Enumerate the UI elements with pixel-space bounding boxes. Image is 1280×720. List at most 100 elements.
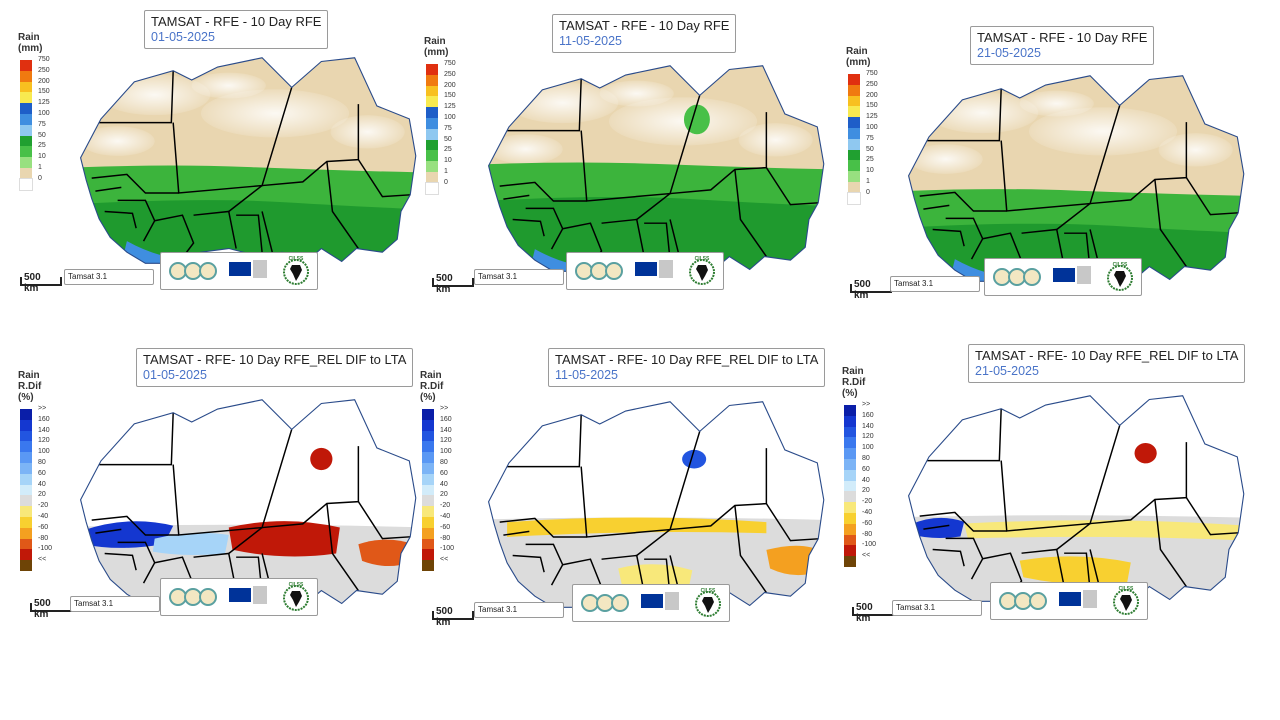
africa-icon: [702, 597, 714, 613]
country-border: [927, 88, 1002, 142]
sparse-cloud-area: [488, 134, 563, 164]
legend-tick-label: 125: [866, 113, 878, 121]
legend-heading: R.Dif: [842, 377, 866, 388]
legend-tick-label: -20: [862, 498, 873, 506]
sparse-cloud-area: [738, 123, 813, 157]
legend-tick-label: 75: [38, 120, 46, 128]
legend-heading: (%): [842, 388, 858, 399]
legend-tick-label: -100: [862, 541, 877, 549]
map-fill: [488, 401, 824, 608]
sparse-cloud-area: [1019, 90, 1094, 117]
country-border: [503, 194, 530, 200]
legend-swatch: [20, 527, 32, 539]
agrhymet-ring: [199, 262, 217, 280]
legend-swatch: [20, 495, 32, 507]
legend-swatch: [20, 92, 32, 104]
legend-tick-label: 20: [38, 491, 46, 499]
country-border: [1056, 522, 1091, 551]
sparse-cloud-area: [599, 80, 674, 107]
country-border: [601, 554, 645, 593]
legend-tick-label: -60: [38, 523, 49, 531]
panel-title-box: TAMSAT - RFE - 10 Day RFE 01-05-2025: [144, 10, 329, 49]
country-border: [507, 78, 582, 132]
legend-swatch: [19, 177, 33, 191]
country-border: [932, 228, 965, 247]
country-border: [1021, 548, 1065, 587]
legend-swatch: [20, 462, 32, 474]
source-label: Tamsat 3.1: [896, 603, 936, 612]
country-border: [512, 218, 545, 237]
legend-tick-label: 125: [444, 103, 456, 111]
legend-heading: Rain: [18, 32, 40, 43]
country-border: [734, 169, 767, 257]
sparse-cloud-area: [99, 74, 211, 116]
legend-tick-label: 60: [440, 469, 448, 477]
sparse-cloud-area: [330, 115, 405, 149]
legend-tick-label: 100: [866, 123, 878, 131]
legend-swatch: [426, 150, 438, 162]
legend-tick-label: 60: [38, 469, 46, 477]
agrhymet-ring: [1029, 592, 1047, 610]
agrhymet-ring: [575, 262, 593, 280]
coastline: [80, 57, 417, 264]
legend-swatch: [20, 103, 32, 114]
cilss-logo: CILSS: [1107, 262, 1133, 291]
legend-swatch: [422, 560, 434, 571]
legend-tick-label: 25: [38, 142, 46, 150]
legend-tick-label: -80: [862, 530, 873, 538]
legend-swatch: [848, 171, 860, 182]
legend-swatch: [20, 441, 32, 453]
legend-tick-label: -100: [440, 545, 455, 553]
country-border: [636, 528, 671, 557]
legend-swatch: [844, 405, 856, 416]
cilss-logo: CILSS: [283, 582, 309, 611]
eu-emblem-icon: [1083, 590, 1097, 608]
source-label: Tamsat 3.1: [74, 599, 114, 608]
legend-tick-label: 100: [862, 444, 874, 452]
legend-tick-label: 200: [866, 91, 878, 99]
country-border: [507, 414, 582, 468]
country-border: [927, 408, 1002, 462]
legend-tick-label: 160: [440, 415, 452, 423]
legend-tick-label: 80: [862, 454, 870, 462]
legend-swatch: [426, 74, 438, 86]
country-border: [919, 511, 1007, 532]
legend-tick-label: 1: [444, 167, 448, 175]
legend-swatch: [848, 127, 860, 139]
country-border: [525, 207, 564, 250]
sparse-cloud-area: [908, 144, 983, 174]
legend-tick-label: 160: [38, 415, 50, 423]
legend-swatch: [422, 430, 434, 442]
panel-title: TAMSAT - RFE- 10 Day RFE_REL DIF to LTA: [143, 352, 407, 367]
panel-title: TAMSAT - RFE- 10 Day RFE_REL DIF to LTA: [975, 348, 1239, 363]
country-border: [1064, 552, 1091, 591]
panel-title: TAMSAT - RFE - 10 Day RFE: [977, 30, 1148, 45]
legend-tick-label: 750: [444, 60, 456, 67]
agrhymet-ring: [169, 262, 187, 280]
country-border: [154, 214, 195, 259]
legend-tick-label: 200: [38, 77, 50, 85]
country-border: [923, 524, 950, 530]
desert-rain-patch: [683, 104, 710, 135]
legend-swatch: [20, 409, 32, 420]
source-label: Tamsat 3.1: [478, 605, 518, 614]
dry-band: [964, 520, 1242, 541]
eu-flag-icon: [641, 594, 663, 608]
legend-tick-label: -20: [440, 502, 451, 510]
legend-heading: (mm): [424, 47, 449, 58]
legend-tick-label: 750: [38, 56, 50, 63]
coastline: [488, 401, 825, 608]
rain-legend: Rain (mm) 750 250 200 150 125 100 75 50 25 10 1 0: [424, 36, 474, 195]
country-border: [580, 431, 701, 538]
legend-swatch: [426, 171, 438, 183]
panel-date: 01-05-2025: [151, 30, 215, 44]
rainfall-map: [488, 65, 825, 272]
legend-tick-label: >>: [862, 401, 871, 408]
sparse-cloud-area: [1158, 133, 1233, 167]
legend-tick-label: 40: [440, 480, 448, 488]
legend-tick-label: <<: [862, 552, 871, 560]
legend-swatch: [844, 426, 856, 438]
legend-tick-label: 10: [866, 167, 874, 175]
legend-swatch: [20, 146, 32, 158]
legend-tick-label: 140: [440, 426, 452, 434]
